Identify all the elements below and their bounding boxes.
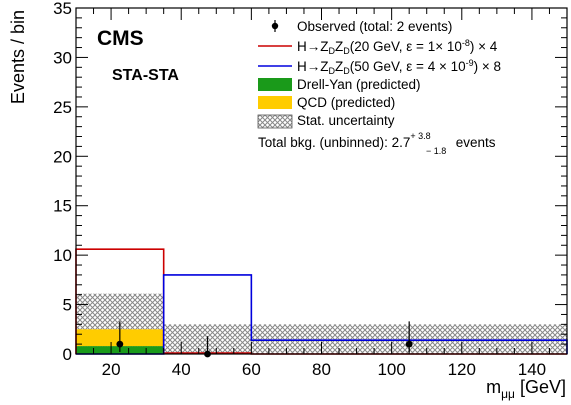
- legend-stat-uncertainty-swatch: [257, 114, 293, 129]
- total-bkg-suffix: events: [452, 135, 496, 150]
- y-tick-label-1: 5: [63, 296, 72, 315]
- total-bkg-upper: + 3.8: [410, 131, 430, 141]
- y-tick-label-2: 10: [53, 246, 72, 265]
- x-axis-label: mμμ [GeV]: [486, 377, 566, 401]
- chart-subtitle: STA-STA: [112, 67, 179, 84]
- legend-signal-1-label: H→ZDZD(20 GeV, ε = 1× 10-8) × 4: [297, 38, 498, 56]
- legend-stat-uncertainty-label: Stat. uncertainty: [297, 113, 395, 128]
- y-tick-label-3: 15: [53, 197, 72, 216]
- legend-qcd-label: QCD (predicted): [297, 95, 395, 110]
- y-tick-label-5: 25: [53, 98, 72, 117]
- legend-observed-label: Observed (total: 2 events): [297, 19, 452, 34]
- x-axis-label-unit: [GeV]: [515, 377, 566, 397]
- x-tick-label-3: 80: [312, 360, 331, 379]
- x-tick-label-0: 20: [102, 360, 121, 379]
- x-tick-label-1: 40: [172, 360, 191, 379]
- axes: 0 5 10 15 20 25 30 35 20 40 60 80 100 120 140: [53, 0, 568, 379]
- total-bkg-label: Total bkg. (unbinned): 2.7+ 3.8− 1.8 eve…: [258, 131, 496, 156]
- x-tick-label-6: 140: [518, 360, 546, 379]
- observed-point-2: [405, 340, 413, 348]
- y-tick-label-7: 35: [53, 0, 72, 18]
- y-tick-label-6: 30: [53, 48, 72, 67]
- x-tick-label-4: 100: [377, 360, 405, 379]
- x-tick-label-2: 60: [242, 360, 261, 379]
- legend-signal-2-label: H→ZDZD(50 GeV, ε = 4 × 10-9) × 8: [297, 58, 501, 76]
- y-axis-label: Events / bin: [8, 10, 28, 104]
- legend-drell-yan-swatch: [258, 78, 292, 91]
- x-axis-label-subscript: μμ: [501, 387, 515, 401]
- legend-qcd-swatch: [258, 96, 292, 109]
- plot-area: [75, 248, 568, 358]
- observed-point-0: [116, 340, 124, 348]
- legend: Observed (total: 2 events) H→ZDZD(20 GeV…: [257, 19, 501, 156]
- legend-drell-yan-label: Drell-Yan (predicted): [297, 77, 421, 92]
- x-tick-label-5: 120: [448, 360, 476, 379]
- experiment-label: CMS: [97, 27, 144, 50]
- y-tick-label-4: 20: [53, 147, 72, 166]
- y-tick-label-0: 0: [63, 345, 72, 364]
- total-bkg-lower: − 1.8: [426, 146, 446, 156]
